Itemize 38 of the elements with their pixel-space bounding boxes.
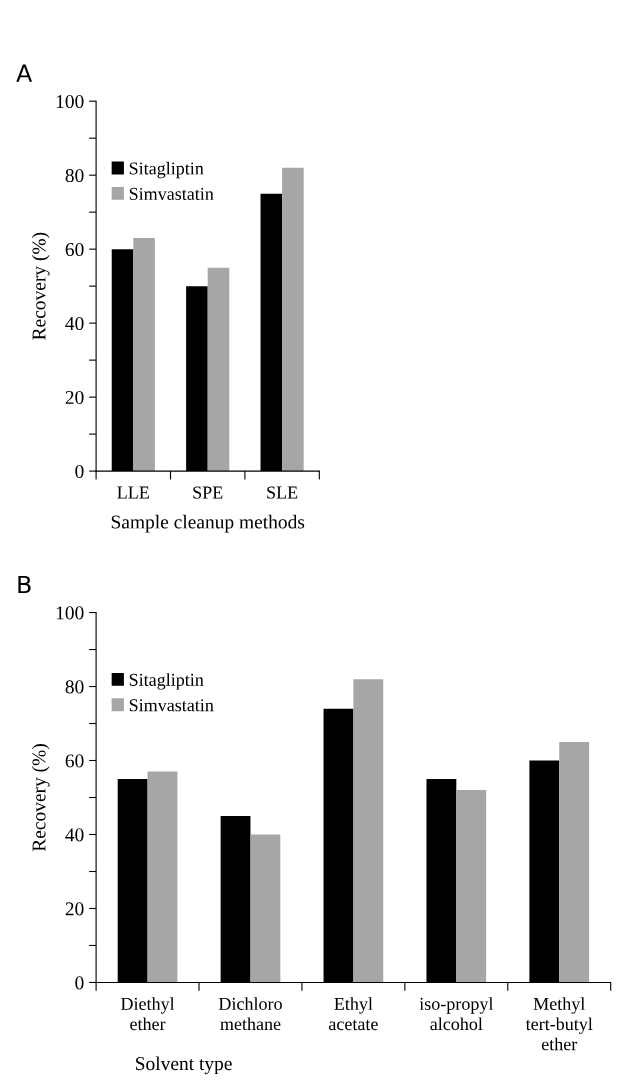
x-tick-label: iso-propyl alcohol	[419, 997, 494, 1031]
y-tick-label: 100	[56, 606, 84, 620]
y-tick-label: 40	[65, 316, 84, 331]
y-tick-label: 60	[65, 754, 84, 768]
y-axis-title: Recovery (%)	[31, 232, 50, 340]
y-tick-label: 80	[65, 680, 84, 694]
x-tick-label: LLE	[117, 486, 149, 499]
y-tick-label: 20	[65, 390, 84, 405]
x-tick-label: Dichloro methane	[218, 997, 282, 1031]
bar	[353, 679, 384, 983]
y-tick-label: 60	[65, 242, 84, 257]
bar	[147, 771, 178, 983]
bar	[559, 742, 590, 983]
bar	[133, 238, 155, 472]
y-tick-label: 40	[65, 828, 84, 842]
bar	[250, 834, 281, 983]
legend-label: Simvastatin	[129, 699, 214, 712]
chart-title: B	[18, 575, 31, 594]
x-tick-label: Ethyl acetate	[328, 997, 378, 1031]
x-tick-label: Diethyl ether	[121, 997, 175, 1031]
legend-label: Sitagliptin	[129, 161, 204, 179]
y-tick-label: 20	[65, 902, 84, 916]
y-tick-label: 0	[75, 464, 84, 479]
x-tick-label: SPE	[193, 486, 223, 499]
x-tick-label: SLE	[267, 486, 298, 499]
y-tick-label: 80	[65, 168, 84, 183]
bar	[456, 790, 487, 983]
bar	[282, 167, 304, 472]
legend-label: Sitagliptin	[129, 673, 204, 690]
x-axis-title: Solvent type	[136, 1056, 232, 1075]
chart-title: A	[16, 64, 33, 82]
legend-label: Simvastatin	[129, 187, 214, 200]
x-axis-title: Sample cleanup methods	[111, 514, 305, 533]
y-tick-label: 0	[75, 976, 84, 990]
y-tick-label: 100	[56, 95, 84, 109]
y-axis-title: Recovery (%)	[31, 744, 50, 852]
x-tick-label: Methyl tert-butyl ether	[525, 997, 593, 1051]
bar	[207, 267, 230, 472]
